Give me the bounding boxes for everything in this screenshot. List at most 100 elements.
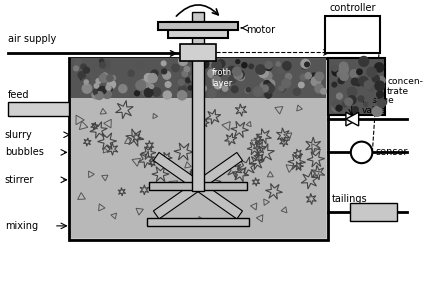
Circle shape <box>178 79 184 85</box>
Circle shape <box>359 77 368 86</box>
Bar <box>325 16 380 54</box>
Circle shape <box>184 66 190 72</box>
Circle shape <box>332 101 340 108</box>
Circle shape <box>300 74 306 80</box>
Circle shape <box>266 82 272 89</box>
Circle shape <box>119 85 127 93</box>
Circle shape <box>350 70 358 78</box>
Circle shape <box>302 63 307 69</box>
Circle shape <box>345 98 353 105</box>
Circle shape <box>100 62 105 68</box>
Circle shape <box>101 60 110 69</box>
Circle shape <box>377 91 384 98</box>
Circle shape <box>218 81 222 86</box>
Circle shape <box>236 60 240 64</box>
Circle shape <box>82 84 92 93</box>
Circle shape <box>237 73 245 81</box>
Circle shape <box>93 90 97 94</box>
Circle shape <box>301 59 310 68</box>
Text: air supply: air supply <box>8 34 56 43</box>
Polygon shape <box>195 182 242 219</box>
Circle shape <box>378 99 386 107</box>
Circle shape <box>276 62 280 66</box>
Circle shape <box>367 67 376 77</box>
Circle shape <box>151 70 158 77</box>
Polygon shape <box>346 112 359 126</box>
Circle shape <box>178 86 187 94</box>
Circle shape <box>223 86 228 91</box>
Circle shape <box>233 67 241 76</box>
Circle shape <box>332 67 341 76</box>
Circle shape <box>265 64 272 71</box>
Circle shape <box>214 73 218 77</box>
Circle shape <box>144 88 153 97</box>
Circle shape <box>84 80 88 84</box>
Circle shape <box>299 82 304 88</box>
Circle shape <box>305 62 309 67</box>
Circle shape <box>372 107 382 116</box>
Circle shape <box>214 81 222 89</box>
Circle shape <box>265 84 274 93</box>
Circle shape <box>342 102 347 107</box>
Circle shape <box>95 92 103 99</box>
Circle shape <box>332 82 337 87</box>
Circle shape <box>231 86 238 92</box>
Circle shape <box>256 65 265 74</box>
Circle shape <box>178 91 187 100</box>
Circle shape <box>99 86 106 94</box>
Circle shape <box>200 59 209 68</box>
Circle shape <box>80 75 86 81</box>
Circle shape <box>347 74 355 81</box>
Circle shape <box>150 91 155 97</box>
Circle shape <box>208 89 216 98</box>
Circle shape <box>94 89 100 95</box>
Circle shape <box>74 59 82 68</box>
Circle shape <box>337 72 342 77</box>
Text: bubbles: bubbles <box>5 147 44 158</box>
Circle shape <box>347 87 357 97</box>
Circle shape <box>100 59 104 63</box>
Bar <box>69 58 328 240</box>
Circle shape <box>163 71 171 79</box>
Circle shape <box>135 91 139 96</box>
Circle shape <box>218 60 225 67</box>
Circle shape <box>81 64 86 69</box>
Circle shape <box>190 73 200 82</box>
Circle shape <box>356 81 361 86</box>
Circle shape <box>336 93 342 99</box>
Circle shape <box>186 78 190 83</box>
Polygon shape <box>154 182 201 219</box>
Circle shape <box>262 85 268 92</box>
Circle shape <box>365 94 373 103</box>
Bar <box>168 22 228 38</box>
Circle shape <box>128 70 134 76</box>
Circle shape <box>339 62 348 71</box>
Circle shape <box>285 73 292 80</box>
Circle shape <box>92 90 100 99</box>
Bar <box>158 22 238 30</box>
Circle shape <box>265 62 272 69</box>
Circle shape <box>229 76 236 84</box>
Bar <box>328 58 385 115</box>
Circle shape <box>282 79 290 88</box>
Circle shape <box>221 87 229 95</box>
Circle shape <box>201 86 206 91</box>
Text: controller: controller <box>329 3 376 13</box>
Circle shape <box>148 73 157 83</box>
Bar <box>350 203 397 221</box>
Circle shape <box>339 65 348 74</box>
Circle shape <box>336 105 342 111</box>
Circle shape <box>351 142 372 163</box>
Circle shape <box>111 75 115 80</box>
Circle shape <box>367 84 374 91</box>
Circle shape <box>279 86 284 91</box>
Circle shape <box>189 67 195 73</box>
Circle shape <box>242 63 247 68</box>
Circle shape <box>347 96 356 104</box>
Text: froth
layer: froth layer <box>211 68 233 88</box>
Circle shape <box>254 87 263 96</box>
Circle shape <box>358 96 364 102</box>
Circle shape <box>352 107 358 113</box>
Circle shape <box>245 88 250 93</box>
Circle shape <box>163 91 171 99</box>
